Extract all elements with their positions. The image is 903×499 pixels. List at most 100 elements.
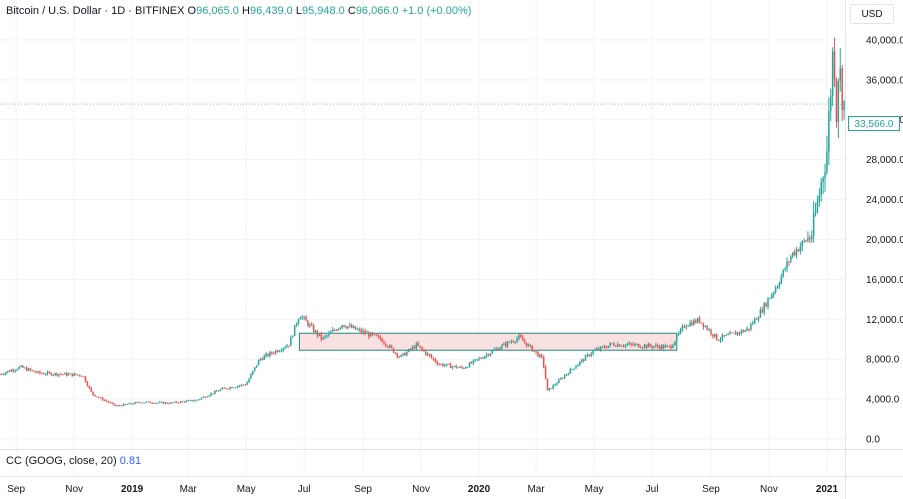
candle-body: [31, 370, 34, 371]
y-tick-label: 8,000.0: [866, 355, 900, 366]
candle-body: [752, 323, 754, 325]
candle-body: [227, 388, 229, 390]
candle-body: [736, 332, 739, 335]
candle-body: [590, 353, 592, 356]
candle-body: [480, 358, 482, 359]
x-tick-label: Mar: [180, 484, 198, 495]
candle-body: [544, 366, 547, 379]
x-tick-label: May: [585, 484, 604, 495]
candle-body: [643, 344, 646, 348]
currency-button[interactable]: USD: [850, 4, 894, 24]
candle-body: [1, 374, 3, 375]
candle-body: [729, 332, 731, 335]
candle-body: [92, 391, 94, 395]
candle-body: [512, 341, 515, 343]
candle-body: [309, 324, 311, 327]
low-value: 95,948.0: [301, 5, 345, 17]
candle-body: [160, 402, 163, 403]
close-label: C: [347, 5, 356, 17]
candle-body: [130, 403, 132, 404]
candle-body: [641, 347, 644, 349]
candle-body: [335, 330, 338, 331]
candle-body: [691, 322, 693, 326]
candle-body: [537, 352, 539, 357]
y-tick-label: 12,000.0: [866, 315, 903, 326]
high-value: 96,439.0: [249, 5, 293, 17]
candle-body: [580, 359, 583, 362]
candle-body: [86, 381, 89, 386]
candle-body: [434, 359, 437, 362]
candle-body: [12, 369, 15, 372]
candle-body: [231, 387, 233, 389]
candle-body: [598, 348, 600, 350]
candle-body: [141, 402, 144, 404]
chart-legend: Bitcoin / U.S. Dollar · 1D · BITFINEX O9…: [6, 5, 471, 17]
candle-body: [660, 345, 663, 349]
x-tick-label: May: [237, 484, 256, 495]
last-price-badge: 33,566.0: [848, 116, 900, 131]
candle-body: [331, 329, 334, 332]
candle-body: [373, 334, 376, 336]
candle-body: [6, 370, 9, 373]
candle-body: [37, 371, 39, 373]
candle-body: [833, 51, 836, 81]
candle-body: [23, 367, 26, 369]
candle-body: [812, 212, 815, 237]
candle-body: [400, 354, 402, 357]
candle-body: [710, 329, 712, 335]
candle-body: [145, 401, 148, 403]
candle-body: [411, 346, 414, 350]
candle-body: [316, 330, 319, 336]
candle-body: [664, 345, 667, 348]
candle-body: [20, 365, 22, 367]
candle-body: [392, 347, 395, 353]
candle-body: [788, 261, 790, 263]
candle-body: [468, 362, 471, 368]
candle-body: [835, 80, 838, 123]
candle-body: [320, 333, 323, 340]
candle-body: [56, 373, 58, 376]
candle-body: [428, 353, 431, 356]
candle-body: [577, 364, 579, 367]
candle-body: [253, 367, 256, 371]
candle-body: [594, 349, 596, 351]
candle-body: [339, 327, 342, 329]
candle-body: [39, 371, 41, 374]
candle-body: [162, 402, 165, 404]
candle-body: [107, 401, 110, 403]
candle-body: [303, 316, 305, 318]
indicator-value: 0.81: [119, 455, 142, 467]
candle-body: [803, 240, 805, 242]
candle-body: [810, 236, 813, 240]
candle-body: [269, 352, 271, 356]
candle-body: [755, 318, 758, 320]
candle-body: [63, 372, 66, 375]
candle-body: [364, 330, 366, 334]
x-tick-label: Jul: [298, 484, 311, 495]
candle-body: [381, 339, 383, 343]
candle-body: [79, 374, 81, 376]
x-tick-label: Nov: [412, 484, 430, 495]
candle-body: [255, 365, 258, 368]
candle-body: [82, 376, 85, 378]
candle-body: [734, 332, 737, 335]
candle-body: [299, 317, 302, 320]
candle-body: [124, 404, 127, 405]
x-tick-label: Nov: [760, 484, 778, 495]
candle-body: [349, 325, 351, 327]
candle-body: [611, 343, 613, 345]
candle-body: [807, 237, 809, 241]
candle-body: [565, 374, 568, 376]
candle-body: [482, 358, 484, 360]
candle-body: [824, 172, 826, 179]
candle-body: [727, 334, 729, 336]
candle-body: [698, 318, 701, 323]
y-tick-label: 20,000.0: [866, 235, 903, 246]
candle-body: [158, 402, 161, 403]
candle-body: [636, 343, 638, 345]
candle-body: [27, 368, 30, 371]
candle-body: [725, 334, 727, 337]
candle-body: [29, 368, 32, 371]
